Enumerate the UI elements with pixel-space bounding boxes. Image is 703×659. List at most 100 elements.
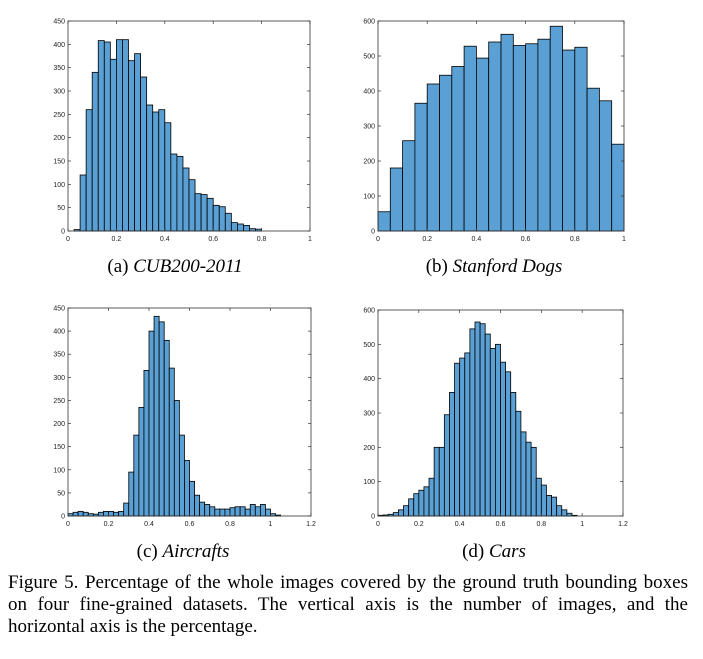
cars-ytick-label: 500 <box>363 342 375 349</box>
aircrafts-bar <box>133 434 140 517</box>
cub200-ytick-label: 150 <box>53 159 65 166</box>
cub200-bar <box>218 206 226 232</box>
cars-xtick-label: 0.2 <box>414 521 424 528</box>
cub200-bar <box>97 40 105 232</box>
cars-bar <box>408 498 415 517</box>
caption-cars-label: (d) <box>462 541 485 562</box>
cub200-bar <box>230 222 238 232</box>
aircrafts-bar <box>82 511 89 517</box>
aircrafts-bar <box>229 507 236 517</box>
cars-bar <box>520 431 527 517</box>
aircrafts-bar <box>118 510 125 517</box>
aircrafts-xtick-label: 0.4 <box>144 521 154 528</box>
aircrafts-bar <box>72 511 79 517</box>
aircrafts-bar <box>163 339 170 517</box>
cub200-bar <box>170 153 178 232</box>
aircrafts-ytick-label: 100 <box>53 467 65 474</box>
histogram-cars: 0 0.2 0.4 0.6 0.8 1 1.2 0 100 200 300 400 500 600 <box>345 300 685 535</box>
cars-ytick-label: 200 <box>363 445 375 452</box>
cub200-bar <box>116 39 123 232</box>
histogram-stanford-dogs-svg: 0 0.2 0.4 0.6 0.8 1 0 100 200 300 400 500 600 <box>363 19 626 244</box>
stanford-dogs-bars <box>377 25 625 232</box>
cub200-ytick-label: 450 <box>53 19 65 26</box>
cars-bar <box>423 486 430 517</box>
cars-bar <box>454 362 461 517</box>
aircrafts-bar <box>224 508 231 517</box>
cub200-bar <box>79 174 87 232</box>
cub200-bar <box>206 197 214 232</box>
cars-bar <box>464 352 471 517</box>
cars-bar <box>566 512 573 517</box>
histogram-cars-svg: 0 0.2 0.4 0.6 0.8 1 1.2 0 100 200 300 400 500 600 <box>363 308 628 529</box>
cars-bar <box>556 505 563 517</box>
cub200-bar <box>152 111 160 232</box>
cub200-bar <box>109 58 117 232</box>
cub200-bar <box>194 193 202 232</box>
caption-cub200-label: (a) <box>107 256 129 277</box>
stanford-dogs-bar <box>512 45 527 232</box>
cub200-bar <box>103 41 111 232</box>
cars-bar <box>433 446 440 517</box>
cub200-bar <box>236 223 244 232</box>
cub200-bar <box>176 155 184 232</box>
aircrafts-bar <box>219 508 226 517</box>
figure-caption: Figure 5. Percentage of the whole images… <box>8 572 688 637</box>
caption-stanford-dogs-name: Stanford Dogs <box>452 256 563 277</box>
cars-bar <box>530 446 537 517</box>
aircrafts-ytick-label: 450 <box>53 306 65 313</box>
cars-bar <box>443 414 450 517</box>
stanford-dogs-ytick-label: 200 <box>363 159 375 166</box>
histogram-cub200: 0 0.2 0.4 0.6 0.8 1 0 50 100 150 200 250 300 350 400 45… <box>0 10 340 255</box>
aircrafts-ytick-label: 50 <box>57 490 65 497</box>
aircrafts-xtick-label: 0.8 <box>225 521 235 528</box>
aircrafts-xtick-label: 0.6 <box>185 521 195 528</box>
stanford-dogs-ytick-label: 100 <box>363 194 375 201</box>
aircrafts-bar <box>113 511 120 517</box>
aircrafts-bar <box>153 315 160 517</box>
aircrafts-bar <box>168 367 175 517</box>
cars-bar <box>489 348 496 517</box>
stanford-dogs-xtick-label: 0.2 <box>422 236 432 243</box>
cars-bar <box>525 441 532 517</box>
histogram-aircrafts: 0 0.2 0.4 0.6 0.8 1 1.2 0 50 100 150 200 250 300 350 40… <box>0 300 340 535</box>
caption-aircrafts-label: (c) <box>136 541 158 562</box>
cars-bar <box>474 321 481 517</box>
cars-bar <box>551 496 558 517</box>
histogram-stanford-dogs: 0 0.2 0.4 0.6 0.8 1 0 100 200 300 400 500 600 <box>345 10 685 255</box>
cars-xtick-label: 0.4 <box>455 521 465 528</box>
aircrafts-bar <box>178 434 185 517</box>
cub200-bar <box>146 104 154 232</box>
stanford-dogs-ytick-label: 0 <box>371 229 375 236</box>
stanford-dogs-bar <box>463 45 477 232</box>
cub200-bars <box>73 39 263 232</box>
aircrafts-bar <box>239 506 246 517</box>
aircrafts-bar <box>128 471 135 517</box>
cars-bar <box>403 505 410 517</box>
cub200-bar <box>182 167 190 232</box>
stanford-dogs-xtick-label: 0.4 <box>472 236 482 243</box>
cub200-xtick-label: 0.4 <box>160 236 170 243</box>
aircrafts-ytick-label: 400 <box>53 329 65 336</box>
aircrafts-ytick-label: 350 <box>53 352 65 359</box>
aircrafts-bar <box>123 502 130 517</box>
aircrafts-bar <box>199 501 206 517</box>
stanford-dogs-bar <box>414 102 428 232</box>
cub200-xtick-label: 0 <box>66 236 70 243</box>
aircrafts-bar <box>244 508 251 517</box>
cars-ytick-label: 100 <box>363 479 375 486</box>
caption-aircrafts: (c) Aircrafts <box>137 541 230 563</box>
stanford-dogs-xtick-label: 0 <box>376 236 380 243</box>
cub200-bar <box>188 179 196 232</box>
aircrafts-bar <box>173 400 180 517</box>
cars-xtick-label: 1 <box>580 521 584 528</box>
aircrafts-xtick-label: 1 <box>269 521 273 528</box>
cars-bar <box>561 509 568 517</box>
stanford-dogs-bar <box>377 211 391 232</box>
stanford-dogs-ytick-label: 300 <box>363 124 375 131</box>
stanford-dogs-ytick-label: 500 <box>363 54 375 61</box>
cub200-bar <box>91 71 99 232</box>
aircrafts-bars <box>67 315 282 517</box>
stanford-dogs-bar <box>586 87 600 232</box>
aircrafts-xtick-label: 1.2 <box>306 521 316 528</box>
cars-bar <box>459 357 466 517</box>
